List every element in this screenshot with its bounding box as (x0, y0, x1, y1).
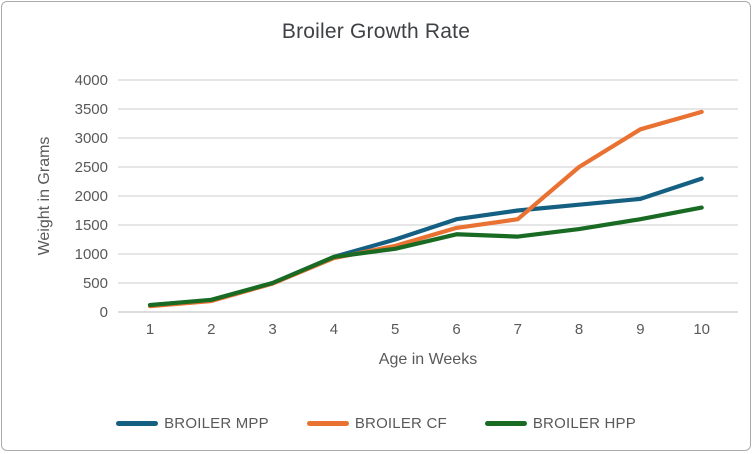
x-tick-label: 4 (330, 321, 338, 338)
chart-title: Broiler Growth Rate (281, 20, 471, 43)
y-tick-label: 3000 (75, 130, 108, 147)
series-line-broiler-cf (147, 109, 704, 309)
legend-swatch-broiler-cf (306, 421, 349, 426)
x-tick-label: 5 (391, 321, 399, 338)
x-tick-label: 8 (575, 321, 583, 338)
y-tick-label: 0 (100, 304, 108, 321)
y-tick-label: 2500 (75, 159, 108, 176)
x-tick-label: 2 (207, 321, 215, 338)
legend-item-broiler-mpp: BROILER MPP (116, 415, 269, 432)
legend: BROILER MPP BROILER CF BROILER HPP (2, 415, 750, 432)
y-tick-label: 1000 (75, 246, 108, 263)
x-axis-title: Age in Weeks (379, 351, 477, 368)
y-axis-title: Weight in Grams (36, 137, 53, 256)
y-tick-label: 1500 (75, 217, 108, 234)
x-tick-label: 3 (268, 321, 276, 338)
y-tick-label: 2000 (75, 188, 108, 205)
x-tick-label: 10 (693, 321, 710, 338)
legend-swatch-broiler-mpp (116, 421, 159, 426)
y-tick-label: 500 (83, 275, 108, 292)
legend-item-broiler-cf: BROILER CF (306, 415, 447, 432)
y-tick-label: 3500 (75, 101, 108, 118)
y-tick-label: 4000 (75, 72, 108, 89)
legend-label-broiler-mpp: BROILER MPP (164, 415, 269, 432)
x-tick-label: 7 (514, 321, 522, 338)
legend-item-broiler-hpp: BROILER HPP (484, 415, 636, 432)
x-tick-label: 6 (452, 321, 460, 338)
legend-swatch-broiler-hpp (484, 421, 527, 426)
plot-area: 0 500 1000 1500 2000 2500 3000 3500 4000 1 2 3 4 5 6 7 8… (36, 72, 738, 368)
legend-label-broiler-cf: BROILER CF (354, 415, 447, 432)
x-tick-label: 1 (146, 321, 154, 338)
x-tick-label: 9 (636, 321, 644, 338)
legend-label-broiler-hpp: BROILER HPP (532, 415, 636, 432)
series-line-broiler-hpp (147, 205, 704, 308)
